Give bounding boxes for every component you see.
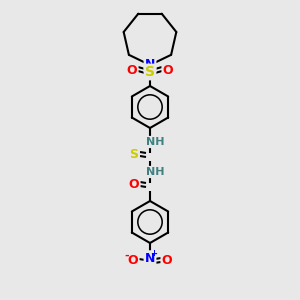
- Text: NH: NH: [146, 137, 164, 147]
- Text: O: O: [129, 178, 139, 190]
- Text: +: +: [151, 248, 158, 257]
- Text: S: S: [130, 148, 139, 160]
- Text: O: O: [162, 254, 172, 268]
- Text: S: S: [145, 65, 155, 79]
- Text: N: N: [145, 251, 155, 265]
- Text: O: O: [128, 254, 138, 268]
- Text: O: O: [163, 64, 173, 76]
- Text: N: N: [145, 58, 155, 71]
- Text: -: -: [125, 251, 129, 261]
- Text: NH: NH: [146, 167, 164, 177]
- Text: O: O: [127, 64, 137, 76]
